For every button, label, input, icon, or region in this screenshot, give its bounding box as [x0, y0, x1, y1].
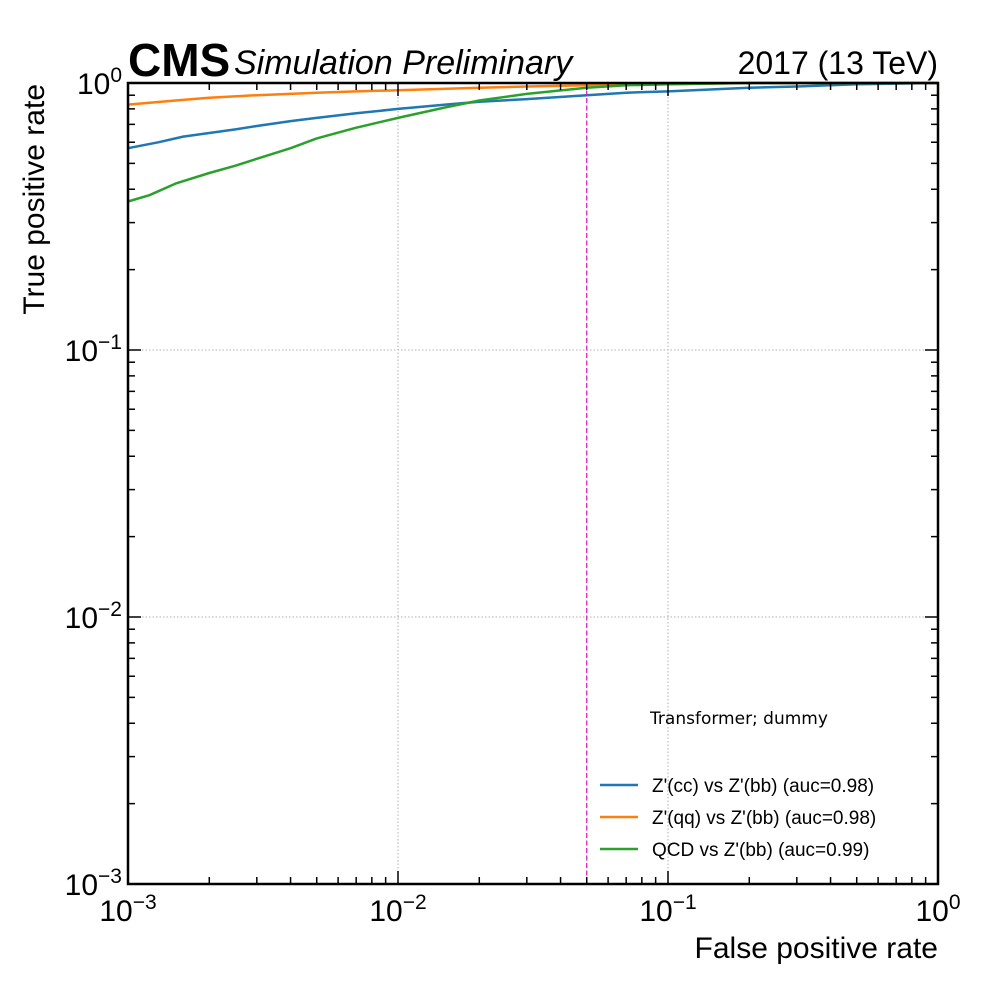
x-tick-label: 10−2: [369, 891, 426, 928]
legend-label: Z'(cc) vs Z'(bb) (auc=0.98): [652, 776, 874, 797]
y-tick-label: 10−2: [65, 598, 122, 635]
x-axis-title: False positive rate: [695, 932, 938, 965]
y-tick-label: 10−1: [65, 331, 122, 368]
series-lines: [127, 81, 939, 203]
legend-label: QCD vs Z'(bb) (auc=0.99): [652, 840, 869, 861]
y-tick-label: 100: [77, 64, 122, 101]
x-tick-label: 10−1: [639, 891, 696, 928]
experiment-extra-label: Simulation Preliminary: [234, 44, 574, 82]
x-tick-label: 10−3: [99, 891, 156, 928]
y-axis-title: True positive rate: [18, 84, 51, 315]
legend: Transformer; dummy Z'(cc) vs Z'(bb) (auc…: [600, 709, 876, 861]
experiment-label: CMS: [128, 34, 230, 86]
series-line-1: [127, 81, 939, 150]
legend-title: Transformer; dummy: [649, 709, 828, 729]
plot-frame: [126, 81, 940, 886]
series-line-3: [127, 81, 938, 203]
grid: [128, 83, 938, 884]
axis-ticks: [127, 82, 939, 885]
lumi-label: 2017 (13 TeV): [738, 45, 938, 81]
x-tick-label: 100: [915, 891, 960, 928]
y-tick-label: 10−3: [65, 865, 122, 902]
tick-labels: 10−3 10−2 10−1 100 10−3 10−2 10−1 100: [65, 64, 961, 928]
legend-label: Z'(qq) vs Z'(bb) (auc=0.98): [652, 808, 876, 829]
